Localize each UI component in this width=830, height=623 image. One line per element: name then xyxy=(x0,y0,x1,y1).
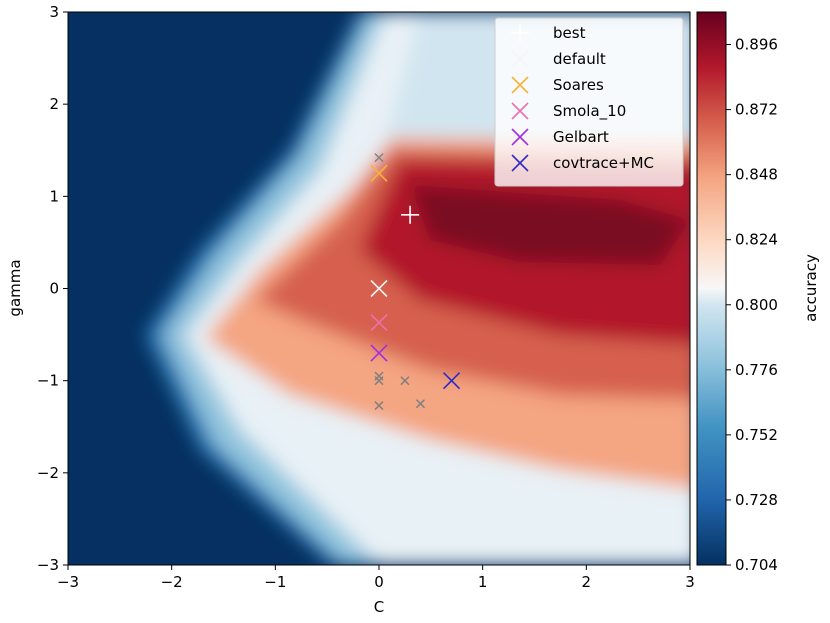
marker-soares xyxy=(370,164,388,182)
x-tick-label: 0 xyxy=(374,573,384,591)
legend-symbol-soares xyxy=(511,76,529,94)
colorbar-gradient xyxy=(696,11,727,566)
y-tick-label: −3 xyxy=(37,556,59,574)
x-tick-label: −3 xyxy=(57,573,79,591)
named-markers xyxy=(370,164,461,390)
marker-default xyxy=(370,279,388,298)
marker-covtrace-mc xyxy=(443,372,461,390)
y-tick-label: 0 xyxy=(49,280,59,298)
x-axis-ticks: −3 −2 −1 0 1 2 3 xyxy=(57,565,695,591)
y-tick-label: 1 xyxy=(49,187,59,205)
y-tick-label: 3 xyxy=(49,3,59,21)
x-tick-label: −1 xyxy=(264,573,286,591)
x-tick-label: 1 xyxy=(478,573,488,591)
legend-label: Gelbart xyxy=(553,128,609,146)
small-marker xyxy=(374,376,384,386)
legend-symbol-best xyxy=(511,24,529,42)
small-marker xyxy=(374,153,384,163)
x-tick-label: 3 xyxy=(685,573,695,591)
legend: best default Soares Smola_10 Gelbart covtrace… xyxy=(494,17,684,187)
small-markers xyxy=(374,153,425,411)
legend-label: default xyxy=(553,50,606,68)
colorbar-label: accuracy xyxy=(802,254,820,322)
legend-box xyxy=(494,17,684,187)
legend-label: Soares xyxy=(553,76,604,94)
legend-label: covtrace+MC xyxy=(553,154,654,172)
marker-smola-10 xyxy=(370,314,388,332)
marker-gelbart xyxy=(370,344,388,362)
x-axis-label: C xyxy=(374,598,384,616)
marker-best xyxy=(401,205,420,224)
colorbar-tick-label: 0.848 xyxy=(735,166,778,184)
y-tick-label: −1 xyxy=(37,372,59,390)
legend-symbol-default xyxy=(511,50,529,68)
y-tick-label: −2 xyxy=(37,464,59,482)
colorbar-tick-label: 0.704 xyxy=(735,556,778,574)
small-marker xyxy=(374,401,384,411)
colorbar-tick-label: 0.800 xyxy=(735,296,778,314)
legend-label: Smola_10 xyxy=(553,102,626,121)
colorbar: 0.704 0.728 0.752 0.776 0.800 0.824 0.848 0.872… xyxy=(696,11,820,574)
colorbar-tick-label: 0.872 xyxy=(735,101,778,119)
legend-symbol-gelbart xyxy=(511,128,529,146)
colorbar-tick-label: 0.896 xyxy=(735,36,778,54)
legend-symbol-covtrace-mc xyxy=(511,154,529,172)
colorbar-tick-label: 0.728 xyxy=(735,491,778,509)
x-tick-label: 2 xyxy=(582,573,592,591)
legend-label: best xyxy=(553,24,586,42)
y-axis-ticks: −3 −2 −1 0 1 2 3 xyxy=(37,3,68,574)
x-tick-label: −2 xyxy=(161,573,183,591)
colorbar-tick-label: 0.776 xyxy=(735,361,778,379)
colorbar-tick-label: 0.752 xyxy=(735,426,778,444)
colorbar-tick-label: 0.824 xyxy=(735,231,778,249)
y-axis-label: gamma xyxy=(6,259,24,316)
small-marker xyxy=(415,399,425,409)
legend-symbol-smola-10 xyxy=(511,102,529,120)
small-marker xyxy=(400,376,410,386)
y-tick-label: 2 xyxy=(49,95,59,113)
